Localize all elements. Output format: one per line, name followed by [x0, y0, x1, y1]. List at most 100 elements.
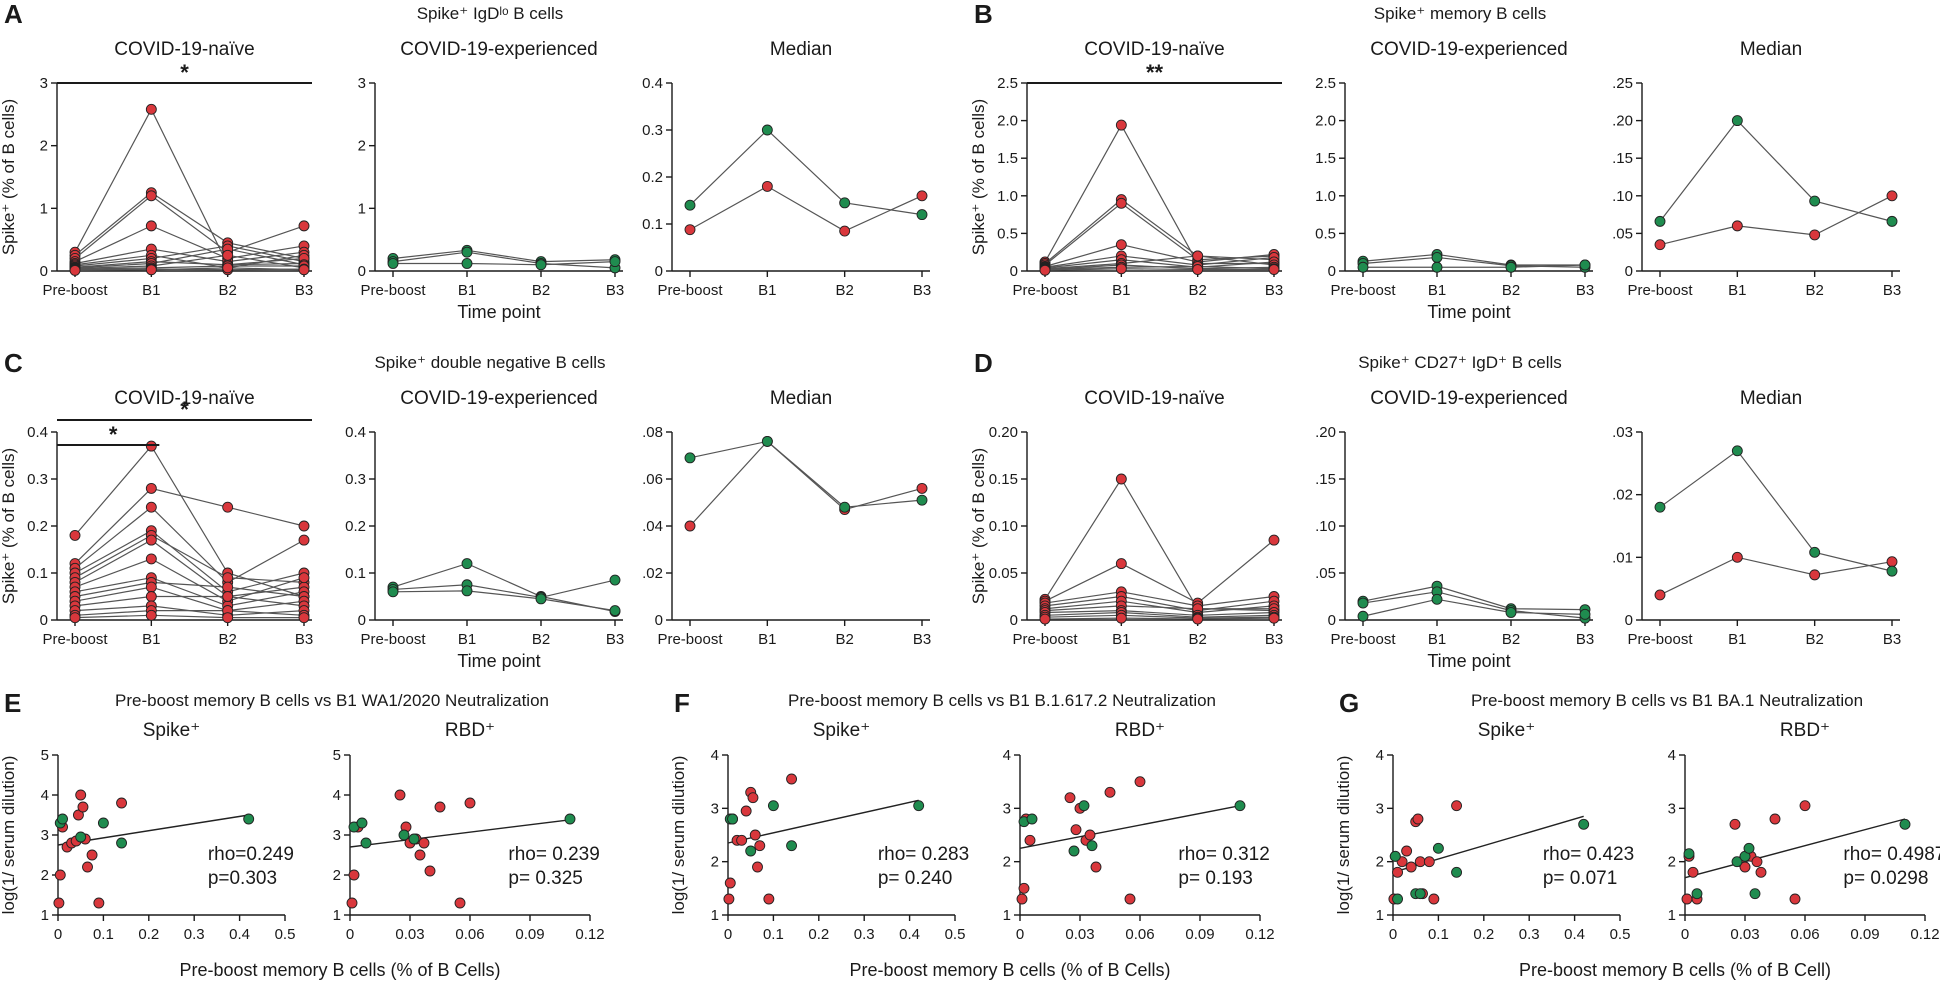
x-tick-label: Pre-boost — [360, 282, 426, 299]
x-tick-label: B1 — [1112, 282, 1130, 299]
series-line — [392, 249, 616, 263]
y-tick-label: 2 — [711, 854, 719, 871]
data-point — [1731, 115, 1743, 127]
data-point — [145, 534, 157, 546]
scatter-point-naive — [1084, 829, 1096, 841]
series-line — [1363, 264, 1586, 268]
scatter-point-naive — [724, 877, 736, 889]
data-point — [1886, 565, 1898, 577]
subplot-title: COVID-19-experienced — [400, 39, 597, 60]
scatter-point-naive — [54, 869, 66, 881]
y-tick-label: 0.1 — [27, 565, 48, 582]
y-tick-label: 0.2 — [27, 518, 48, 535]
data-point — [145, 609, 157, 621]
y-tick-label: 2 — [358, 138, 366, 155]
series-line — [74, 506, 305, 584]
series-line — [1044, 617, 1275, 620]
x-tick-label: Pre-boost — [657, 282, 723, 299]
y-tick-label: .20 — [1315, 424, 1336, 441]
x-tick-label: B2 — [1805, 631, 1823, 648]
y-tick-label: .15 — [1315, 471, 1336, 488]
x-tick-label: 0.1 — [763, 926, 784, 943]
data-point — [222, 591, 234, 602]
panel-title: Spike⁺ memory B cells — [1374, 4, 1546, 23]
data-point — [1809, 229, 1821, 241]
significance-mark: * — [109, 422, 118, 447]
scatter-point-naive — [1392, 866, 1403, 878]
y-tick-label: 0 — [1010, 263, 1018, 280]
subplot-title: RBD⁺ — [1780, 720, 1830, 741]
x-tick-label: B2 — [1805, 282, 1823, 299]
y-tick-label: 0 — [40, 612, 48, 629]
y-axis-label: Spike⁺ (% of B cells) — [0, 99, 18, 255]
data-point — [222, 581, 234, 593]
series-line — [1044, 591, 1275, 607]
x-tick-label: B1 — [142, 631, 160, 648]
scatter-point-experienced — [727, 813, 738, 825]
y-tick-label: .04 — [642, 518, 663, 535]
panel-label: C — [4, 348, 23, 378]
y-tick-label: 3 — [711, 800, 719, 817]
x-tick-label: 0.3 — [854, 926, 875, 943]
scatter-point-naive — [754, 840, 766, 852]
data-point — [761, 180, 773, 192]
scatter-point-naive — [723, 893, 735, 905]
y-tick-label: 2 — [1668, 854, 1676, 871]
data-point — [1579, 259, 1591, 271]
y-tick-label: 0 — [655, 612, 663, 629]
data-point — [222, 262, 234, 274]
y-tick-label: 0.5 — [997, 225, 1018, 242]
series-line — [1044, 255, 1275, 270]
x-tick-label: 0.4 — [899, 926, 920, 943]
y-tick-label: 1.0 — [1315, 188, 1336, 205]
x-tick-label: B3 — [295, 282, 313, 299]
y-tick-label: .10 — [1315, 518, 1336, 535]
series-line — [74, 581, 305, 598]
panel-title: Spike⁺ CD27⁺ IgD⁺ B cells — [1358, 353, 1562, 372]
data-point — [1357, 597, 1369, 609]
x-tick-label: B2 — [835, 282, 853, 299]
x-axis-label: Pre-boost memory B cells (% of B Cell) — [1519, 960, 1831, 980]
y-tick-label: .02 — [642, 565, 663, 582]
scatter-point-experienced — [1086, 840, 1098, 852]
x-tick-label: 0 — [346, 926, 354, 943]
y-tick-label: 0.4 — [642, 75, 663, 92]
x-axis-label: Pre-boost memory B cells (% of B Cells) — [849, 960, 1170, 980]
subplot-title: Spike⁺ — [813, 720, 871, 741]
panel-title: Pre-boost memory B cells vs B1 WA1/2020 … — [115, 691, 549, 710]
scatter-point-naive — [1124, 893, 1136, 905]
data-point — [1192, 613, 1204, 625]
data-point — [1654, 215, 1666, 227]
scatter-point-naive — [77, 801, 89, 813]
data-point — [1115, 197, 1127, 209]
scatter-point-experienced — [564, 813, 576, 825]
data-point — [1115, 263, 1127, 275]
y-axis-label: log(1/ serum dilution) — [1334, 756, 1353, 915]
x-tick-label: B1 — [458, 282, 476, 299]
series-line — [1659, 556, 1893, 596]
panel-label: F — [674, 688, 690, 718]
x-axis-label: Pre-boost memory B cells (% of B Cells) — [179, 960, 500, 980]
rho-value: rho= 0.239 — [508, 844, 599, 865]
data-point — [298, 220, 310, 232]
regression-line — [1019, 804, 1241, 850]
scatter-point-naive — [736, 834, 748, 846]
subplot-title: COVID-19-experienced — [1370, 39, 1567, 60]
data-point — [145, 440, 157, 452]
x-tick-label: 0.5 — [275, 926, 296, 943]
scatter-point-naive — [1070, 824, 1082, 836]
data-point — [1654, 589, 1666, 601]
subplot-title: COVID-19-naïve — [1084, 388, 1224, 409]
data-point — [535, 593, 547, 605]
x-tick-label: 0.06 — [1790, 926, 1819, 943]
scatter-point-experienced — [1451, 866, 1463, 878]
y-tick-label: 1 — [1003, 907, 1011, 924]
scatter-point-naive — [1018, 882, 1030, 894]
scatter-point-naive — [1016, 893, 1028, 905]
series-line — [74, 529, 305, 593]
series-line — [689, 440, 923, 508]
series-line — [689, 185, 923, 232]
x-tick-label: 0.5 — [945, 926, 966, 943]
x-tick-label: B2 — [1188, 282, 1206, 299]
